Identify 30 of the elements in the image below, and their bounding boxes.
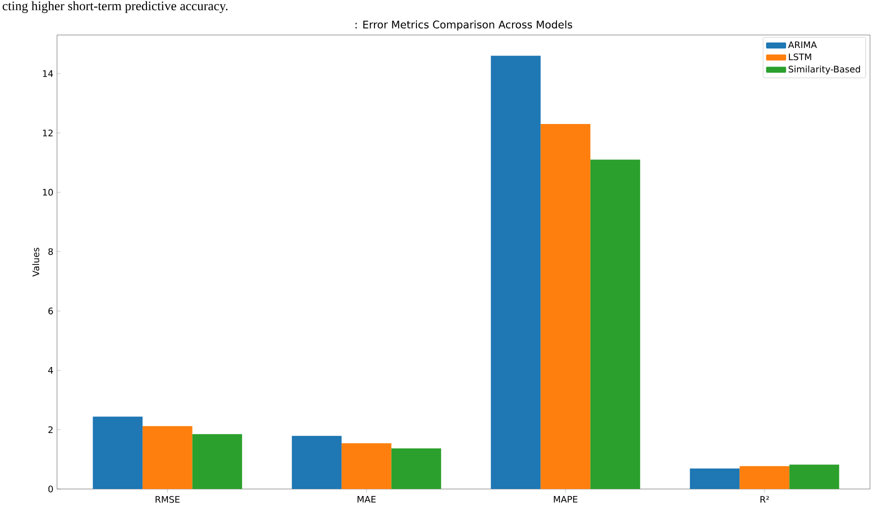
bar	[391, 448, 442, 489]
y-tick-label: 10	[43, 188, 53, 196]
x-tick-label: R²	[760, 496, 769, 503]
y-tick-label: 6	[48, 308, 53, 314]
bar	[292, 436, 342, 489]
bar	[540, 124, 590, 489]
text: cting higher short-term predictive accuracy.	[2, 1, 228, 13]
bar	[92, 416, 143, 489]
legend-label: LSTM	[788, 53, 812, 60]
bar	[590, 160, 640, 489]
y-tick-label: 14	[43, 70, 53, 77]
y-axis-title: Values	[32, 248, 40, 277]
legend-label: ARIMA	[788, 41, 817, 48]
x-tick-label: MAE	[358, 496, 376, 503]
bar	[740, 466, 790, 489]
y-tick-label: 4	[48, 367, 53, 374]
y-tick-label: 8	[48, 248, 53, 255]
bar	[789, 464, 840, 489]
bar	[690, 468, 740, 489]
legend-label: Similarity-Based	[788, 66, 860, 74]
x-tick-label: MAPE	[554, 496, 578, 503]
bar	[342, 443, 392, 489]
bar	[142, 426, 192, 489]
y-tick-label: 2	[48, 426, 53, 433]
y-tick-label: 0	[48, 486, 53, 492]
bar	[192, 434, 242, 489]
bar	[490, 56, 541, 489]
x-tick-label: RMSE	[156, 496, 180, 503]
y-tick-label: 12	[43, 130, 53, 136]
chart-title: : Error Metrics Comparison Across Models	[356, 20, 572, 30]
